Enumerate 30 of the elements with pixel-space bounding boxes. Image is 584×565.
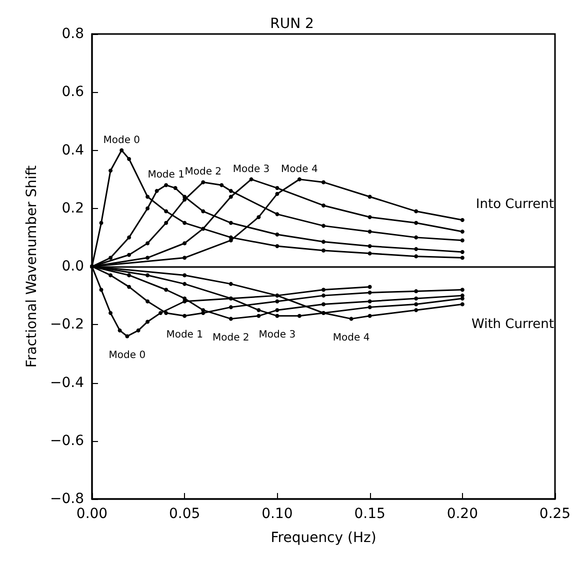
annotation: Into Current [476,197,554,212]
y-tick-label: −0.8 [50,491,84,507]
series-label: Mode 3 [232,164,270,175]
y-tick-label: 0.0 [62,258,84,274]
y-tick-label: 0.6 [62,84,84,100]
series-label: Mode 1 [148,170,184,181]
series-label: Mode 0 [108,350,146,361]
x-tick-label: 0.10 [262,506,293,522]
x-tick-label: 0.25 [539,506,571,522]
y-tick-label: −0.6 [50,432,84,449]
series-label: Mode 3 [258,329,296,340]
y-tick-label: 0.8 [62,26,84,42]
y-tick-label: 0.2 [62,200,84,216]
y-tick-label: 0.4 [62,142,84,158]
x-tick-label: 0.05 [169,506,200,522]
x-axis-title: Frequency (Hz) [270,530,376,546]
x-tick-label: 0.00 [76,506,108,522]
annotation: With Current [472,317,554,332]
x-tick-label: 0.20 [446,506,478,522]
series-label: Mode 4 [281,164,318,175]
series-label: Mode 4 [332,332,370,344]
y-axis-title: Fractional Wavenumber Shift [24,164,40,368]
y-tick-label: −0.4 [50,374,84,391]
series-label: Mode 1 [166,329,203,340]
x-tick-label: 0.15 [354,506,386,522]
chart-title: RUN 2 [270,16,314,32]
y-tick-label: −0.2 [50,316,84,333]
series-label: Mode 0 [103,134,140,146]
series-label: Mode 2 [184,166,222,178]
series-label: Mode 2 [212,332,250,344]
